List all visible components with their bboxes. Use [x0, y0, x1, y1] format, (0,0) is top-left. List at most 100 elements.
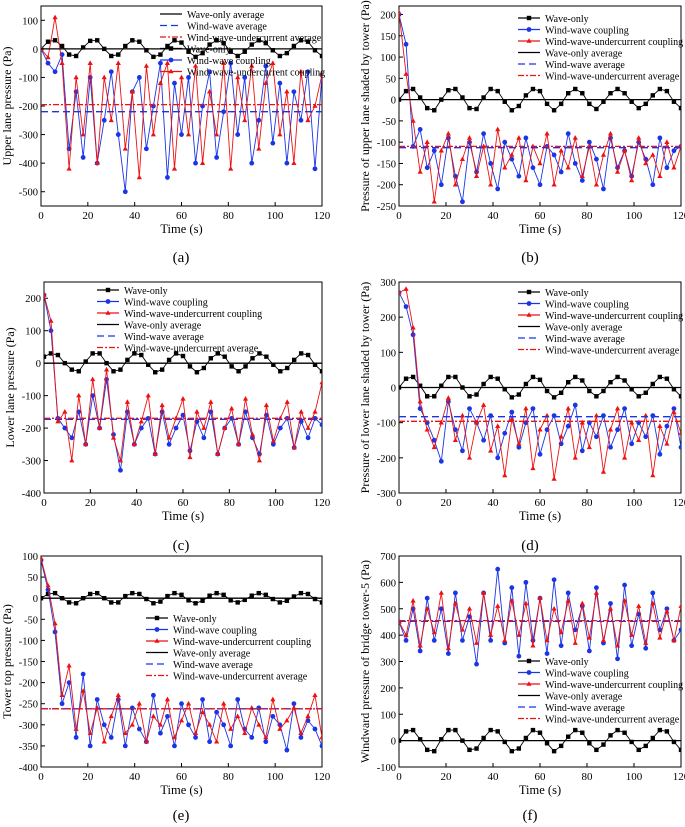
data-point [312, 596, 318, 602]
legend-label: Wind-wave-undercurrent average [124, 344, 259, 355]
data-point [587, 741, 592, 746]
legend-label: Wave-only [545, 14, 589, 25]
data-point [558, 101, 564, 107]
data-point [111, 369, 116, 374]
data-point [403, 41, 409, 47]
data-point [87, 60, 93, 65]
legend-label: Wind-wave-undercurrent coupling [124, 309, 262, 320]
data-point [509, 395, 514, 400]
legend-marker [526, 15, 532, 21]
data-point [614, 169, 621, 174]
data-point [523, 93, 529, 98]
data-point [249, 593, 254, 598]
data-point [298, 730, 304, 736]
data-point [122, 189, 128, 195]
data-point [180, 353, 186, 359]
data-point [115, 60, 121, 65]
legend-label: Wave-only average [124, 321, 202, 332]
data-point [200, 598, 205, 603]
data-point [171, 166, 178, 171]
data-point [438, 606, 444, 612]
data-point [432, 394, 437, 399]
data-point [186, 722, 191, 728]
y-tick-label: 200 [380, 11, 396, 22]
legend-label: Wave-only [173, 614, 217, 625]
data-point [410, 332, 416, 338]
x-tick-label: 60 [176, 771, 188, 783]
data-point [101, 117, 107, 123]
data-point [143, 738, 149, 744]
data-point [319, 743, 322, 749]
data-point [424, 605, 430, 611]
data-point [678, 627, 681, 633]
data-point [671, 99, 677, 104]
data-point [319, 422, 322, 428]
data-point [256, 457, 263, 463]
y-tick-label: 200 [380, 313, 396, 324]
data-point [179, 132, 184, 137]
data-point [551, 748, 557, 754]
data-point [270, 60, 276, 65]
data-point [495, 603, 501, 608]
legend-label: Wind-wave-undercurrent average [173, 672, 308, 683]
data-point [417, 383, 423, 388]
data-point [615, 86, 620, 92]
data-point [228, 60, 234, 66]
data-point [108, 117, 114, 123]
y-tick-label: -150 [19, 658, 38, 669]
data-point [530, 374, 536, 380]
legend-label: Wind-wave coupling [173, 626, 257, 637]
data-point [221, 592, 226, 598]
data-point [502, 430, 508, 436]
data-point [622, 730, 627, 735]
data-point [83, 359, 88, 364]
data-point [629, 419, 635, 425]
data-point [403, 88, 409, 94]
data-point [509, 108, 514, 113]
y-axis-label: Lower lane pressure (Pa) [3, 327, 17, 447]
legend-label: Wind-wave average [124, 332, 204, 343]
data-point [59, 701, 65, 707]
data-point [136, 700, 142, 706]
data-point [166, 435, 172, 440]
data-point [558, 390, 564, 395]
y-tick-label: 100 [380, 348, 396, 359]
data-point [145, 392, 151, 398]
data-point [55, 418, 61, 424]
data-point [62, 409, 68, 414]
data-point [523, 579, 529, 585]
data-point [172, 80, 177, 86]
data-point [185, 700, 192, 706]
data-point [277, 726, 283, 731]
data-point [144, 48, 149, 53]
data-point [452, 600, 458, 606]
data-point [636, 105, 641, 111]
data-point [551, 476, 557, 481]
data-point [403, 632, 409, 637]
data-point [249, 160, 255, 166]
data-point [587, 388, 592, 394]
data-point [650, 182, 656, 188]
data-point [193, 601, 198, 606]
data-point [201, 425, 207, 430]
x-tick-label: 120 [314, 771, 331, 783]
data-point [410, 374, 416, 380]
legend-label: Wind-wave-undercurrent coupling [545, 311, 683, 322]
y-tick-label: -300 [22, 457, 41, 468]
data-point [671, 409, 677, 414]
data-point [488, 374, 493, 380]
data-point [601, 99, 606, 104]
data-point [403, 376, 409, 381]
x-tick-label: 80 [582, 497, 594, 509]
data-point [424, 595, 430, 601]
data-point [446, 727, 451, 733]
data-point [417, 642, 423, 648]
data-point [431, 198, 437, 204]
data-point [73, 726, 79, 731]
data-point [558, 643, 564, 649]
chart-panel-3: 0 20 40 60 80 100 120 -400 -300 -200 -100 0 100 200 Ti… [3, 281, 331, 554]
